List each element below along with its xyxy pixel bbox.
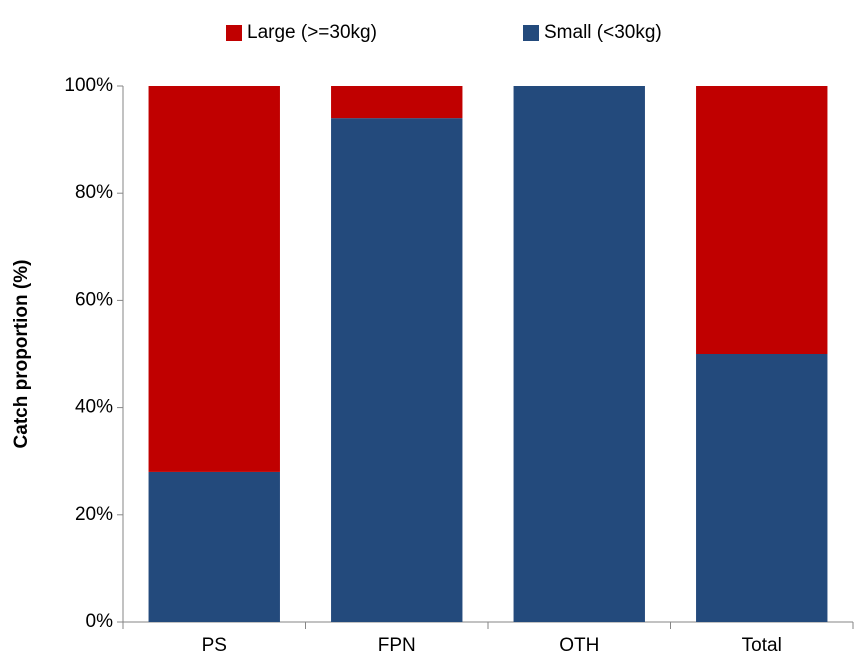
y-tick-label: 100%: [64, 75, 113, 96]
y-tick-label: 0%: [86, 611, 114, 632]
bar-segment: [148, 471, 280, 622]
x-tick-label: FPN: [378, 635, 416, 656]
y-axis-title: Catch proportion (%): [11, 260, 32, 449]
bar-segment: [331, 118, 463, 622]
bar-segment: [696, 86, 828, 354]
bar-segment: [696, 354, 828, 622]
bar-segment: [513, 86, 645, 622]
y-tick-label: 60%: [75, 289, 113, 310]
legend-swatch: [523, 25, 539, 41]
legend-swatch: [226, 25, 242, 41]
y-tick-label: 40%: [75, 397, 113, 418]
x-tick-label: Total: [742, 635, 782, 656]
x-tick-label: OTH: [559, 635, 599, 656]
legend-label: Large (>=30kg): [247, 22, 377, 43]
bar-segment: [331, 86, 463, 119]
bar-segment: [148, 86, 280, 472]
legend-label: Small (<30kg): [544, 22, 662, 43]
y-tick-label: 20%: [75, 504, 113, 525]
x-tick-label: PS: [202, 635, 227, 656]
y-tick-label: 80%: [75, 182, 113, 203]
